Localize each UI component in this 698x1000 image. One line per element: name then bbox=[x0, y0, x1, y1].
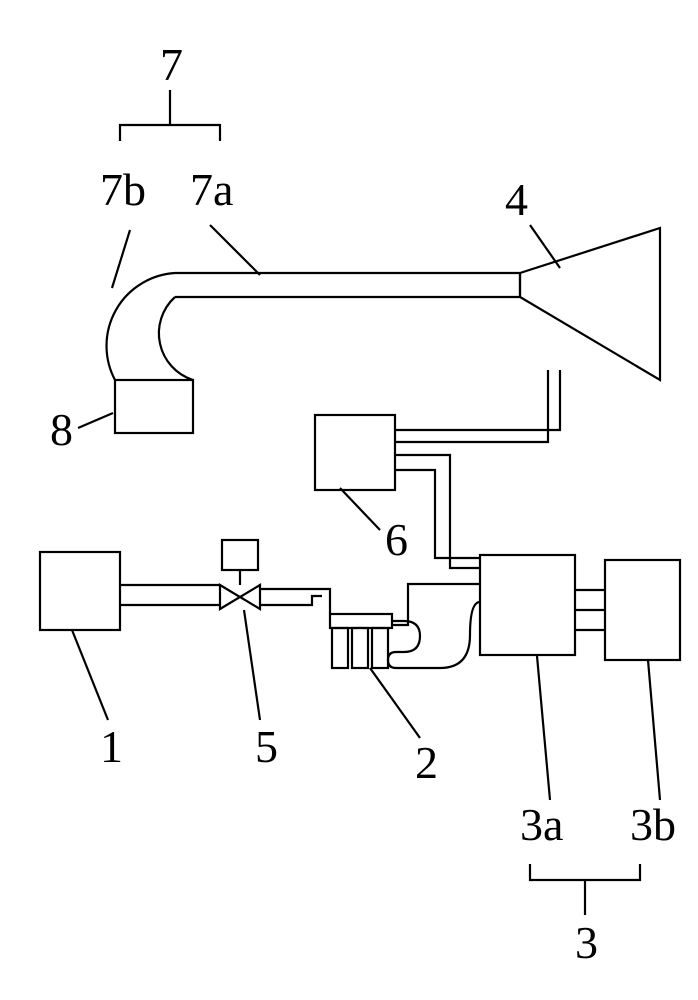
valve-right-tri bbox=[240, 585, 260, 609]
valve-actuator-box bbox=[222, 540, 258, 570]
valve-left-tri bbox=[220, 585, 240, 609]
line-6-nozzle-0 bbox=[395, 370, 560, 430]
line-valve-filter-1 bbox=[260, 596, 322, 605]
box-1 bbox=[40, 552, 120, 630]
line-valve-filter-0 bbox=[260, 589, 330, 614]
filter-cartridge-1 bbox=[352, 628, 368, 668]
leader-l2 bbox=[370, 668, 420, 738]
line-6-nozzle-1 bbox=[395, 370, 548, 442]
label-n2: 2 bbox=[415, 737, 438, 788]
box-3b bbox=[605, 560, 680, 660]
filter-cartridge-2 bbox=[372, 628, 388, 668]
nozzle-4 bbox=[520, 228, 660, 380]
leader-l7b bbox=[112, 230, 130, 288]
leader-l3a bbox=[537, 656, 550, 800]
label-n3a: 3a bbox=[520, 799, 563, 850]
leader-l5 bbox=[244, 610, 260, 720]
label-n1: 1 bbox=[100, 721, 123, 772]
label-n8: 8 bbox=[50, 404, 73, 455]
filter-cartridge-0 bbox=[332, 628, 348, 668]
label-n7b: 7b bbox=[100, 164, 146, 215]
label-n6: 6 bbox=[385, 514, 408, 565]
label-n4: 4 bbox=[505, 174, 528, 225]
box-6 bbox=[315, 415, 395, 490]
leader-l6 bbox=[340, 488, 380, 530]
bracket-3 bbox=[530, 864, 640, 880]
label-n3: 3 bbox=[575, 917, 598, 968]
leader-l1 bbox=[72, 630, 108, 720]
box-8 bbox=[115, 380, 193, 433]
label-n5: 5 bbox=[255, 721, 278, 772]
leader-l7a bbox=[210, 225, 260, 275]
leader-l3b bbox=[648, 660, 660, 800]
line-filter-3a-short bbox=[392, 584, 480, 625]
diagram-canvas: 7 7b 7a 4 8 6 1 5 2 3a 3b 3 bbox=[0, 0, 698, 1000]
leader-l8 bbox=[78, 413, 113, 428]
elbow-inner bbox=[159, 297, 193, 380]
label-n3b: 3b bbox=[630, 799, 676, 850]
bracket-7 bbox=[120, 125, 220, 141]
filter-header bbox=[330, 614, 392, 628]
box-3a bbox=[480, 555, 575, 655]
line-filter-3a-squiggle bbox=[388, 602, 480, 668]
leader-l4 bbox=[530, 225, 560, 268]
label-n7: 7 bbox=[160, 39, 183, 90]
elbow-outer bbox=[107, 273, 175, 380]
label-n7a: 7a bbox=[190, 164, 233, 215]
